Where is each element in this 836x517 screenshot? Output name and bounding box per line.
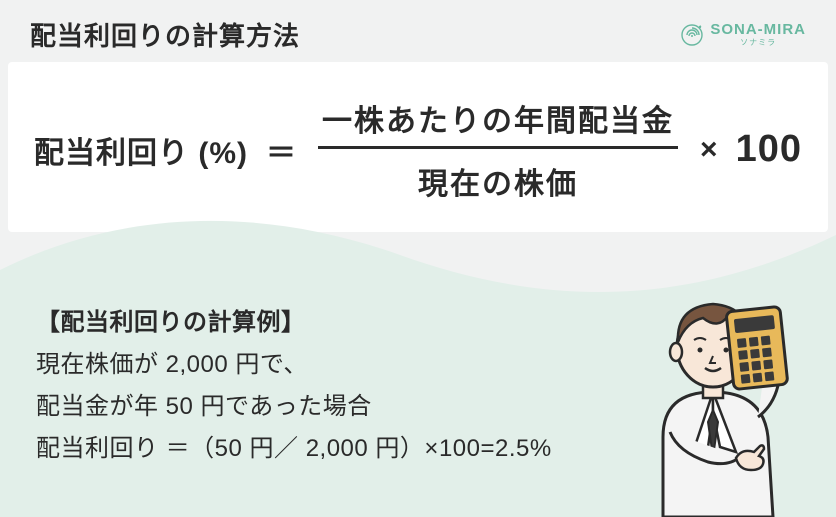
formula: 配当利回り (%) ＝ 一株あたりの年間配当金 現在の株価 × 100 bbox=[0, 96, 836, 203]
header: 配当利回りの計算方法 SONA-MIRA ソナミラ bbox=[30, 16, 806, 53]
page: 配当利回りの計算方法 SONA-MIRA ソナミラ 配当利回り (%) bbox=[0, 0, 836, 517]
example-line-1: 現在株価が 2,000 円で、 bbox=[36, 344, 552, 386]
logo-text: SONA-MIRA ソナミラ bbox=[710, 22, 806, 47]
multiply-sign: × bbox=[700, 133, 718, 167]
brand-logo: SONA-MIRA ソナミラ bbox=[680, 22, 806, 47]
example-block: 【配当利回りの計算例】 現在株価が 2,000 円で、 配当金が年 50 円であ… bbox=[36, 302, 552, 470]
logo-sub: ソナミラ bbox=[710, 39, 806, 47]
hundred: 100 bbox=[736, 128, 802, 171]
example-title: 【配当利回りの計算例】 bbox=[36, 302, 552, 344]
numerator: 一株あたりの年間配当金 bbox=[314, 96, 682, 146]
page-title: 配当利回りの計算方法 bbox=[30, 16, 300, 53]
example-line-3: 配当利回り ＝（50 円／ 2,000 円）×100=2.5% bbox=[36, 428, 552, 470]
example-line-2: 配当金が年 50 円であった場合 bbox=[36, 386, 552, 428]
fingerprint-icon bbox=[680, 23, 704, 47]
formula-lhs: 配当利回り (%) bbox=[34, 128, 248, 172]
equals-sign: ＝ bbox=[266, 128, 296, 172]
fraction: 一株あたりの年間配当金 現在の株価 bbox=[314, 96, 682, 203]
logo-main: SONA-MIRA bbox=[710, 22, 806, 37]
businessman-illustration bbox=[608, 252, 818, 517]
denominator: 現在の株価 bbox=[410, 149, 586, 203]
